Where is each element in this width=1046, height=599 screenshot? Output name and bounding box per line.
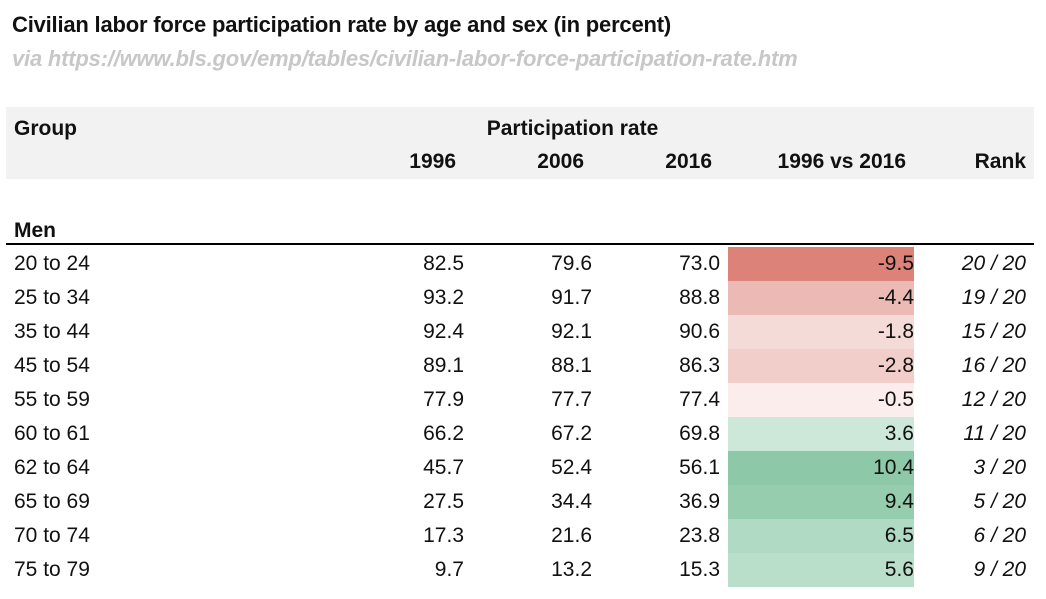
- cell-1996: 45.7: [423, 456, 464, 479]
- cell-group: 25 to 34: [14, 286, 90, 309]
- cell-1996-vs-2016: 6.5: [884, 524, 914, 547]
- cell-1996: 93.2: [423, 286, 464, 309]
- cell-1996-vs-2016: 9.4: [884, 490, 914, 513]
- cell-2016: 56.1: [679, 456, 720, 479]
- cell-2016: 90.6: [679, 320, 720, 343]
- table-row: 55 to 59 77.9 77.7 77.4 -0.5 12 / 20: [0, 383, 1046, 417]
- table-row: 25 to 34 93.2 91.7 88.8 -4.4 19 / 20: [0, 281, 1046, 315]
- cell-2016: 23.8: [679, 524, 720, 547]
- cell-2016: 77.4: [679, 388, 720, 411]
- cell-1996-vs-2016: 3.6: [884, 422, 914, 445]
- cell-1996-vs-2016: 10.4: [873, 456, 914, 479]
- cell-1996-vs-2016: -1.8: [877, 320, 914, 343]
- cell-group: 65 to 69: [14, 490, 90, 513]
- table-row: 75 to 79 9.7 13.2 15.3 5.6 9 / 20: [0, 553, 1046, 587]
- cell-2016: 69.8: [679, 422, 720, 445]
- diff-heat-cell: [728, 451, 914, 485]
- cell-2006: 52.4: [551, 456, 592, 479]
- table-title: Civilian labor force participation rate …: [12, 12, 671, 37]
- cell-1996: 77.9: [423, 388, 464, 411]
- table-row: 70 to 74 17.3 21.6 23.8 6.5 6 / 20: [0, 519, 1046, 553]
- cell-1996-vs-2016: -0.5: [877, 388, 914, 411]
- cell-2016: 36.9: [679, 490, 720, 513]
- cell-group: 20 to 24: [14, 252, 90, 275]
- cell-2006: 88.1: [551, 354, 592, 377]
- cell-1996: 82.5: [423, 252, 464, 275]
- cell-rank: 19 / 20: [961, 286, 1026, 309]
- cell-1996-vs-2016: -2.8: [877, 354, 914, 377]
- cell-rank: 20 / 20: [961, 252, 1026, 275]
- cell-1996: 92.4: [423, 320, 464, 343]
- diff-heat-cell: [728, 383, 914, 417]
- cell-group: 62 to 64: [14, 456, 90, 479]
- cell-group: 35 to 44: [14, 320, 90, 343]
- diff-heat-cell: [728, 417, 914, 451]
- cell-2016: 15.3: [679, 558, 720, 581]
- cell-rank: 3 / 20: [973, 456, 1026, 479]
- table-row: 65 to 69 27.5 34.4 36.9 9.4 5 / 20: [0, 485, 1046, 519]
- cell-2016: 88.8: [679, 286, 720, 309]
- cell-rank: 6 / 20: [973, 524, 1026, 547]
- cell-2006: 91.7: [551, 286, 592, 309]
- cell-1996-vs-2016: -9.5: [877, 252, 914, 275]
- table-subtitle: via https://www.bls.gov/emp/tables/civil…: [12, 46, 798, 71]
- cell-2016: 86.3: [679, 354, 720, 377]
- header-1996-vs-2016: 1996 vs 2016: [777, 150, 906, 173]
- table-row: 45 to 54 89.1 88.1 86.3 -2.8 16 / 20: [0, 349, 1046, 383]
- table-row: 60 to 61 66.2 67.2 69.8 3.6 11 / 20: [0, 417, 1046, 451]
- diff-heat-cell: [728, 247, 914, 281]
- cell-group: 60 to 61: [14, 422, 90, 445]
- cell-1996-vs-2016: 5.6: [884, 558, 914, 581]
- cell-2006: 79.6: [551, 252, 592, 275]
- diff-heat-cell: [728, 349, 914, 383]
- diff-heat-cell: [728, 315, 914, 349]
- cell-2006: 13.2: [551, 558, 592, 581]
- table-row: 20 to 24 82.5 79.6 73.0 -9.5 20 / 20: [0, 247, 1046, 281]
- header-2016: 2016: [665, 150, 712, 173]
- cell-rank: 11 / 20: [963, 422, 1026, 445]
- cell-1996-vs-2016: -4.4: [877, 286, 914, 309]
- diff-heat-cell: [728, 553, 914, 587]
- cell-rank: 12 / 20: [961, 388, 1026, 411]
- cell-1996: 27.5: [423, 490, 464, 513]
- cell-rank: 16 / 20: [961, 354, 1026, 377]
- diff-heat-cell: [728, 485, 914, 519]
- section-label-men: Men: [14, 219, 56, 242]
- cell-2006: 21.6: [551, 524, 592, 547]
- header-rank: Rank: [974, 150, 1026, 173]
- cell-2006: 34.4: [551, 490, 592, 513]
- header-group: Group: [14, 117, 77, 140]
- diff-heat-cell: [728, 281, 914, 315]
- header-participation-rate: Participation rate: [486, 117, 659, 140]
- cell-group: 70 to 74: [14, 524, 90, 547]
- cell-rank: 9 / 20: [973, 558, 1026, 581]
- cell-2006: 67.2: [551, 422, 592, 445]
- cell-group: 55 to 59: [14, 388, 90, 411]
- cell-rank: 15 / 20: [961, 320, 1026, 343]
- header-2006: 2006: [537, 150, 584, 173]
- header-1996: 1996: [409, 150, 456, 173]
- cell-2006: 92.1: [551, 320, 592, 343]
- section-divider: [6, 243, 1034, 245]
- diff-heat-cell: [728, 519, 914, 553]
- cell-1996: 66.2: [423, 422, 464, 445]
- header-band: [6, 107, 1034, 179]
- cell-1996: 17.3: [423, 524, 464, 547]
- cell-1996: 9.7: [434, 558, 464, 581]
- cell-group: 45 to 54: [14, 354, 90, 377]
- cell-group: 75 to 79: [14, 558, 90, 581]
- cell-2016: 73.0: [679, 252, 720, 275]
- cell-1996: 89.1: [423, 354, 464, 377]
- table-row: 62 to 64 45.7 52.4 56.1 10.4 3 / 20: [0, 451, 1046, 485]
- cell-rank: 5 / 20: [973, 490, 1026, 513]
- table-row: 35 to 44 92.4 92.1 90.6 -1.8 15 / 20: [0, 315, 1046, 349]
- cell-2006: 77.7: [551, 388, 592, 411]
